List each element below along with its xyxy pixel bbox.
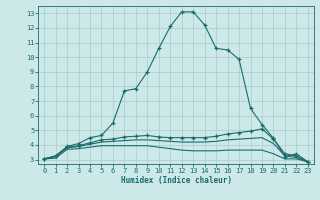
X-axis label: Humidex (Indice chaleur): Humidex (Indice chaleur) [121,176,231,185]
